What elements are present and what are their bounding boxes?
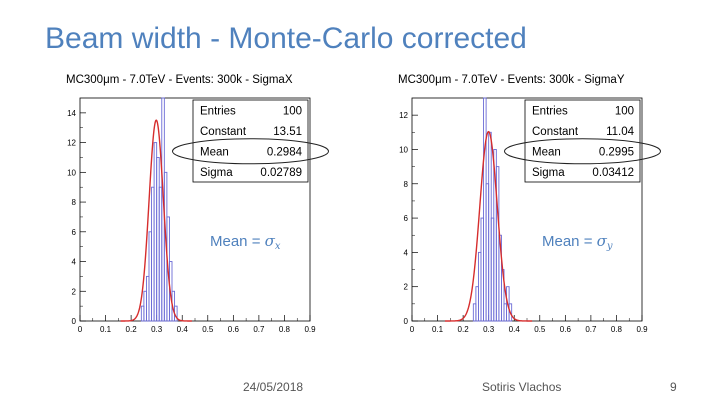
y-tick-label: 12: [399, 111, 408, 120]
x-tick-label: 0.2: [458, 325, 470, 334]
footer-date: 24/05/2018: [243, 380, 304, 394]
x-tick-label: 0.8: [279, 325, 291, 334]
y-tick-label: 8: [72, 198, 77, 207]
mean-equals-sigma-annotation: Mean = σy: [542, 232, 613, 252]
stat-value: 0.02789: [260, 167, 302, 179]
stat-label: Mean: [532, 147, 561, 159]
x-tick-label: 0: [410, 325, 415, 334]
annotation-subscript: x: [275, 241, 281, 252]
y-tick-label: 4: [404, 248, 409, 257]
x-tick-label: 0.5: [534, 325, 546, 334]
x-tick-label: 0: [78, 325, 83, 334]
annotation-subscript: y: [606, 241, 613, 252]
y-tick-label: 12: [67, 139, 76, 148]
annotation-symbol: σ: [597, 232, 608, 250]
x-tick-label: 0.1: [100, 325, 112, 334]
stats-box: [192, 99, 309, 183]
x-tick-label: 0.7: [253, 325, 265, 334]
annotation-prefix: Mean =: [542, 233, 597, 250]
stat-label: Sigma: [532, 167, 565, 179]
stat-value: 11.04: [606, 126, 635, 138]
x-tick-label: 0.4: [509, 325, 521, 334]
stat-label: Sigma: [200, 167, 233, 179]
histogram-title: MC300μm - 7.0TeV - Events: 300k - SigmaY: [398, 74, 625, 86]
x-tick-label: 0.9: [304, 325, 316, 334]
stat-label: Entries: [532, 106, 568, 118]
stat-value: 100: [283, 106, 302, 118]
y-tick-label: 6: [404, 214, 409, 223]
stat-value: 0.2984: [267, 147, 303, 159]
stat-label: Mean: [200, 147, 229, 159]
y-tick-label: 0: [404, 317, 409, 326]
mean-highlight-ellipse: [504, 138, 661, 165]
x-tick-label: 0.3: [483, 325, 495, 334]
x-tick-label: 0.5: [202, 325, 214, 334]
gaussian-fit-curve: [444, 130, 533, 322]
stat-label: Constant: [532, 126, 579, 138]
histogram-bin: [508, 303, 513, 322]
mean-highlight-ellipse: [172, 138, 329, 165]
stats-box: [524, 99, 641, 183]
gaussian-fit-curve: [120, 119, 192, 322]
x-tick-label: 0.1: [432, 325, 444, 334]
annotation-prefix: Mean =: [210, 233, 265, 250]
x-tick-label: 0.6: [560, 325, 572, 334]
x-tick-label: 0.4: [177, 325, 189, 334]
y-tick-label: 14: [67, 109, 76, 118]
x-tick-label: 0.8: [611, 325, 623, 334]
histogram-title: MC300μm - 7.0TeV - Events: 300k - SigmaX: [66, 74, 293, 86]
y-tick-label: 2: [404, 283, 409, 292]
y-tick-label: 2: [72, 287, 77, 296]
slide-title: Beam width - Monte-Carlo corrected: [45, 22, 527, 55]
y-tick-label: 0: [72, 317, 77, 326]
footer-author: Sotiris Vlachos: [482, 380, 562, 394]
annotation-symbol: σ: [265, 232, 276, 250]
stat-value: 100: [615, 106, 634, 118]
sigma-y-histogram-chart: MC300μm - 7.0TeV - Events: 300k - SigmaY…: [398, 74, 661, 334]
sigma-x-histogram-chart: MC300μm - 7.0TeV - Events: 300k - SigmaX…: [66, 74, 329, 334]
stat-value: 0.2995: [599, 147, 634, 159]
stat-label: Entries: [200, 106, 236, 118]
y-tick-label: 8: [404, 180, 409, 189]
x-tick-label: 0.7: [585, 325, 597, 334]
x-tick-label: 0.2: [126, 325, 138, 334]
mean-equals-sigma-annotation: Mean = σx: [210, 232, 281, 252]
stat-value: 0.03412: [592, 167, 634, 179]
y-tick-label: 4: [72, 258, 77, 267]
x-tick-label: 0.6: [228, 325, 240, 334]
y-tick-label: 10: [399, 145, 408, 154]
x-tick-label: 0.3: [151, 325, 163, 334]
stat-label: Constant: [200, 126, 247, 138]
x-tick-label: 0.9: [636, 325, 648, 334]
y-tick-label: 6: [72, 228, 77, 237]
stat-value: 13.51: [273, 126, 302, 138]
footer-page-number: 9: [670, 380, 677, 394]
y-tick-label: 10: [67, 168, 76, 177]
